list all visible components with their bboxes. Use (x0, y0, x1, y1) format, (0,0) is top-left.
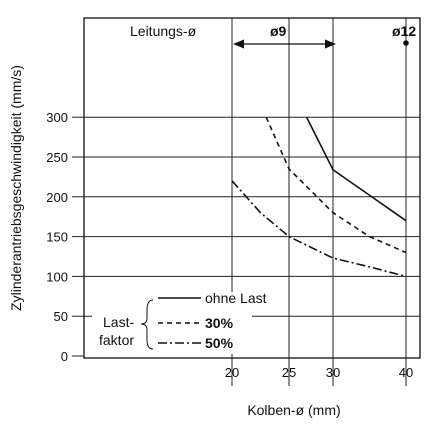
y-tick-label: 0 (61, 349, 68, 364)
series-line-0 (305, 116, 407, 222)
x-tick-label: 30 (326, 365, 340, 380)
plot-frame (83, 17, 421, 359)
grid (84, 18, 420, 386)
x-tick-label: 20 (225, 365, 239, 380)
y-ticks: 0 50 100 150 200 250 300 (46, 110, 84, 364)
header-band: Leitungs-ø ø9 ø12 (122, 20, 416, 49)
legend: Last- faktor ohne Last 30% 50% (92, 290, 267, 354)
x-ticks: 20 25 30 40 (225, 365, 413, 380)
y-tick-label: 50 (54, 309, 68, 324)
x-tick-label: 25 (282, 365, 296, 380)
y-tick-label: 150 (46, 230, 68, 245)
series-line-2 (231, 180, 407, 278)
header-label-bg (122, 20, 206, 42)
legend-label-ohne-last: ohne Last (205, 290, 267, 306)
y-tick-label: 300 (46, 110, 68, 125)
x-tick-label: 40 (399, 365, 413, 380)
diameter-12-label: ø12 (392, 23, 416, 39)
y-tick-label: 100 (46, 269, 68, 284)
header-label: Leitungs-ø (130, 23, 197, 39)
axes (83, 17, 421, 359)
series (231, 116, 407, 278)
legend-group-label-line2: faktor (99, 332, 134, 348)
y-axis-label: Zylinderantriebsgeschwindigkeit (mm/s) (8, 65, 24, 311)
legend-label-30: 30% (205, 315, 234, 331)
diameter-12-marker (403, 40, 409, 46)
y-tick-label: 250 (46, 150, 68, 165)
x-axis-label: Kolben-ø (mm) (247, 402, 340, 418)
series-line-1 (265, 116, 407, 254)
diameter-9-arrowhead-right (325, 39, 336, 49)
legend-label-50: 50% (205, 335, 234, 351)
diameter-9-arrowhead-left (233, 39, 244, 49)
y-tick-label: 200 (46, 190, 68, 205)
legend-brace (140, 299, 154, 350)
legend-group-label-line1: Last- (103, 314, 134, 330)
diameter-9-label: ø9 (270, 23, 287, 39)
